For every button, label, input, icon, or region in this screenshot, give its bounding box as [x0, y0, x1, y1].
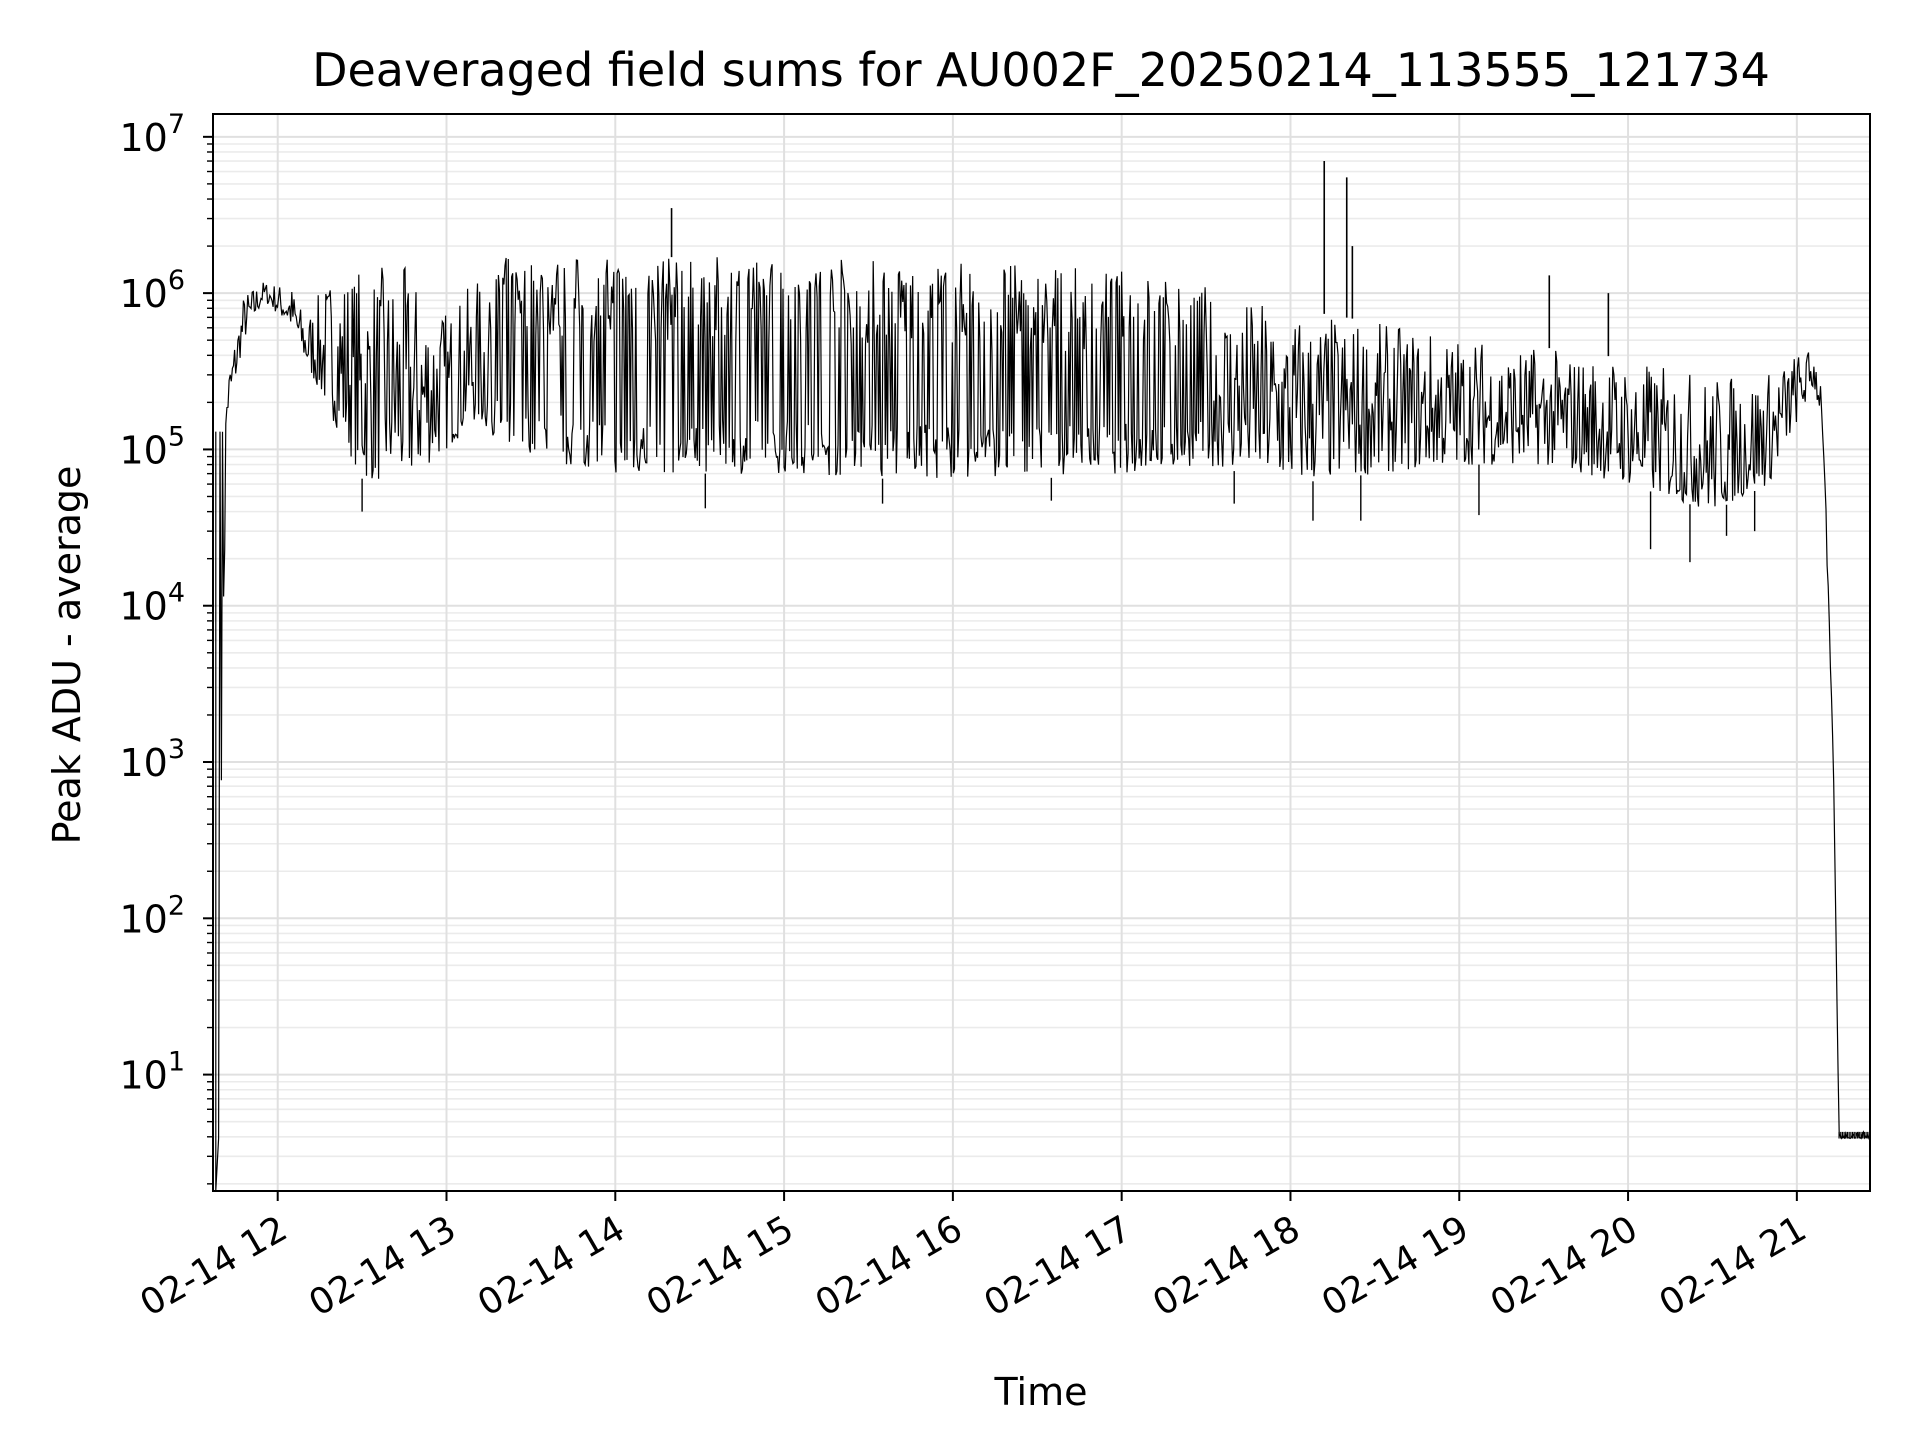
y-tick-label: 103 [119, 734, 185, 785]
grid [213, 114, 1870, 1191]
series-line [215, 257, 1871, 1191]
y-tick-label: 104 [119, 578, 185, 629]
y-tick-label: 102 [119, 890, 185, 941]
y-tick-label: 107 [119, 109, 185, 160]
y-tick-label: 101 [119, 1047, 185, 1098]
y-axis: 101 102 103 104 105 106 107 [119, 109, 213, 1185]
y-tick-label: 106 [119, 265, 185, 316]
chart-title: Deaveraged field sums for AU002F_2025021… [312, 43, 1770, 97]
y-axis-label: Peak ADU - average [45, 466, 89, 845]
x-axis-label: Time [994, 1370, 1088, 1414]
data-series [215, 161, 1871, 1191]
y-tick-label: 105 [119, 421, 185, 472]
